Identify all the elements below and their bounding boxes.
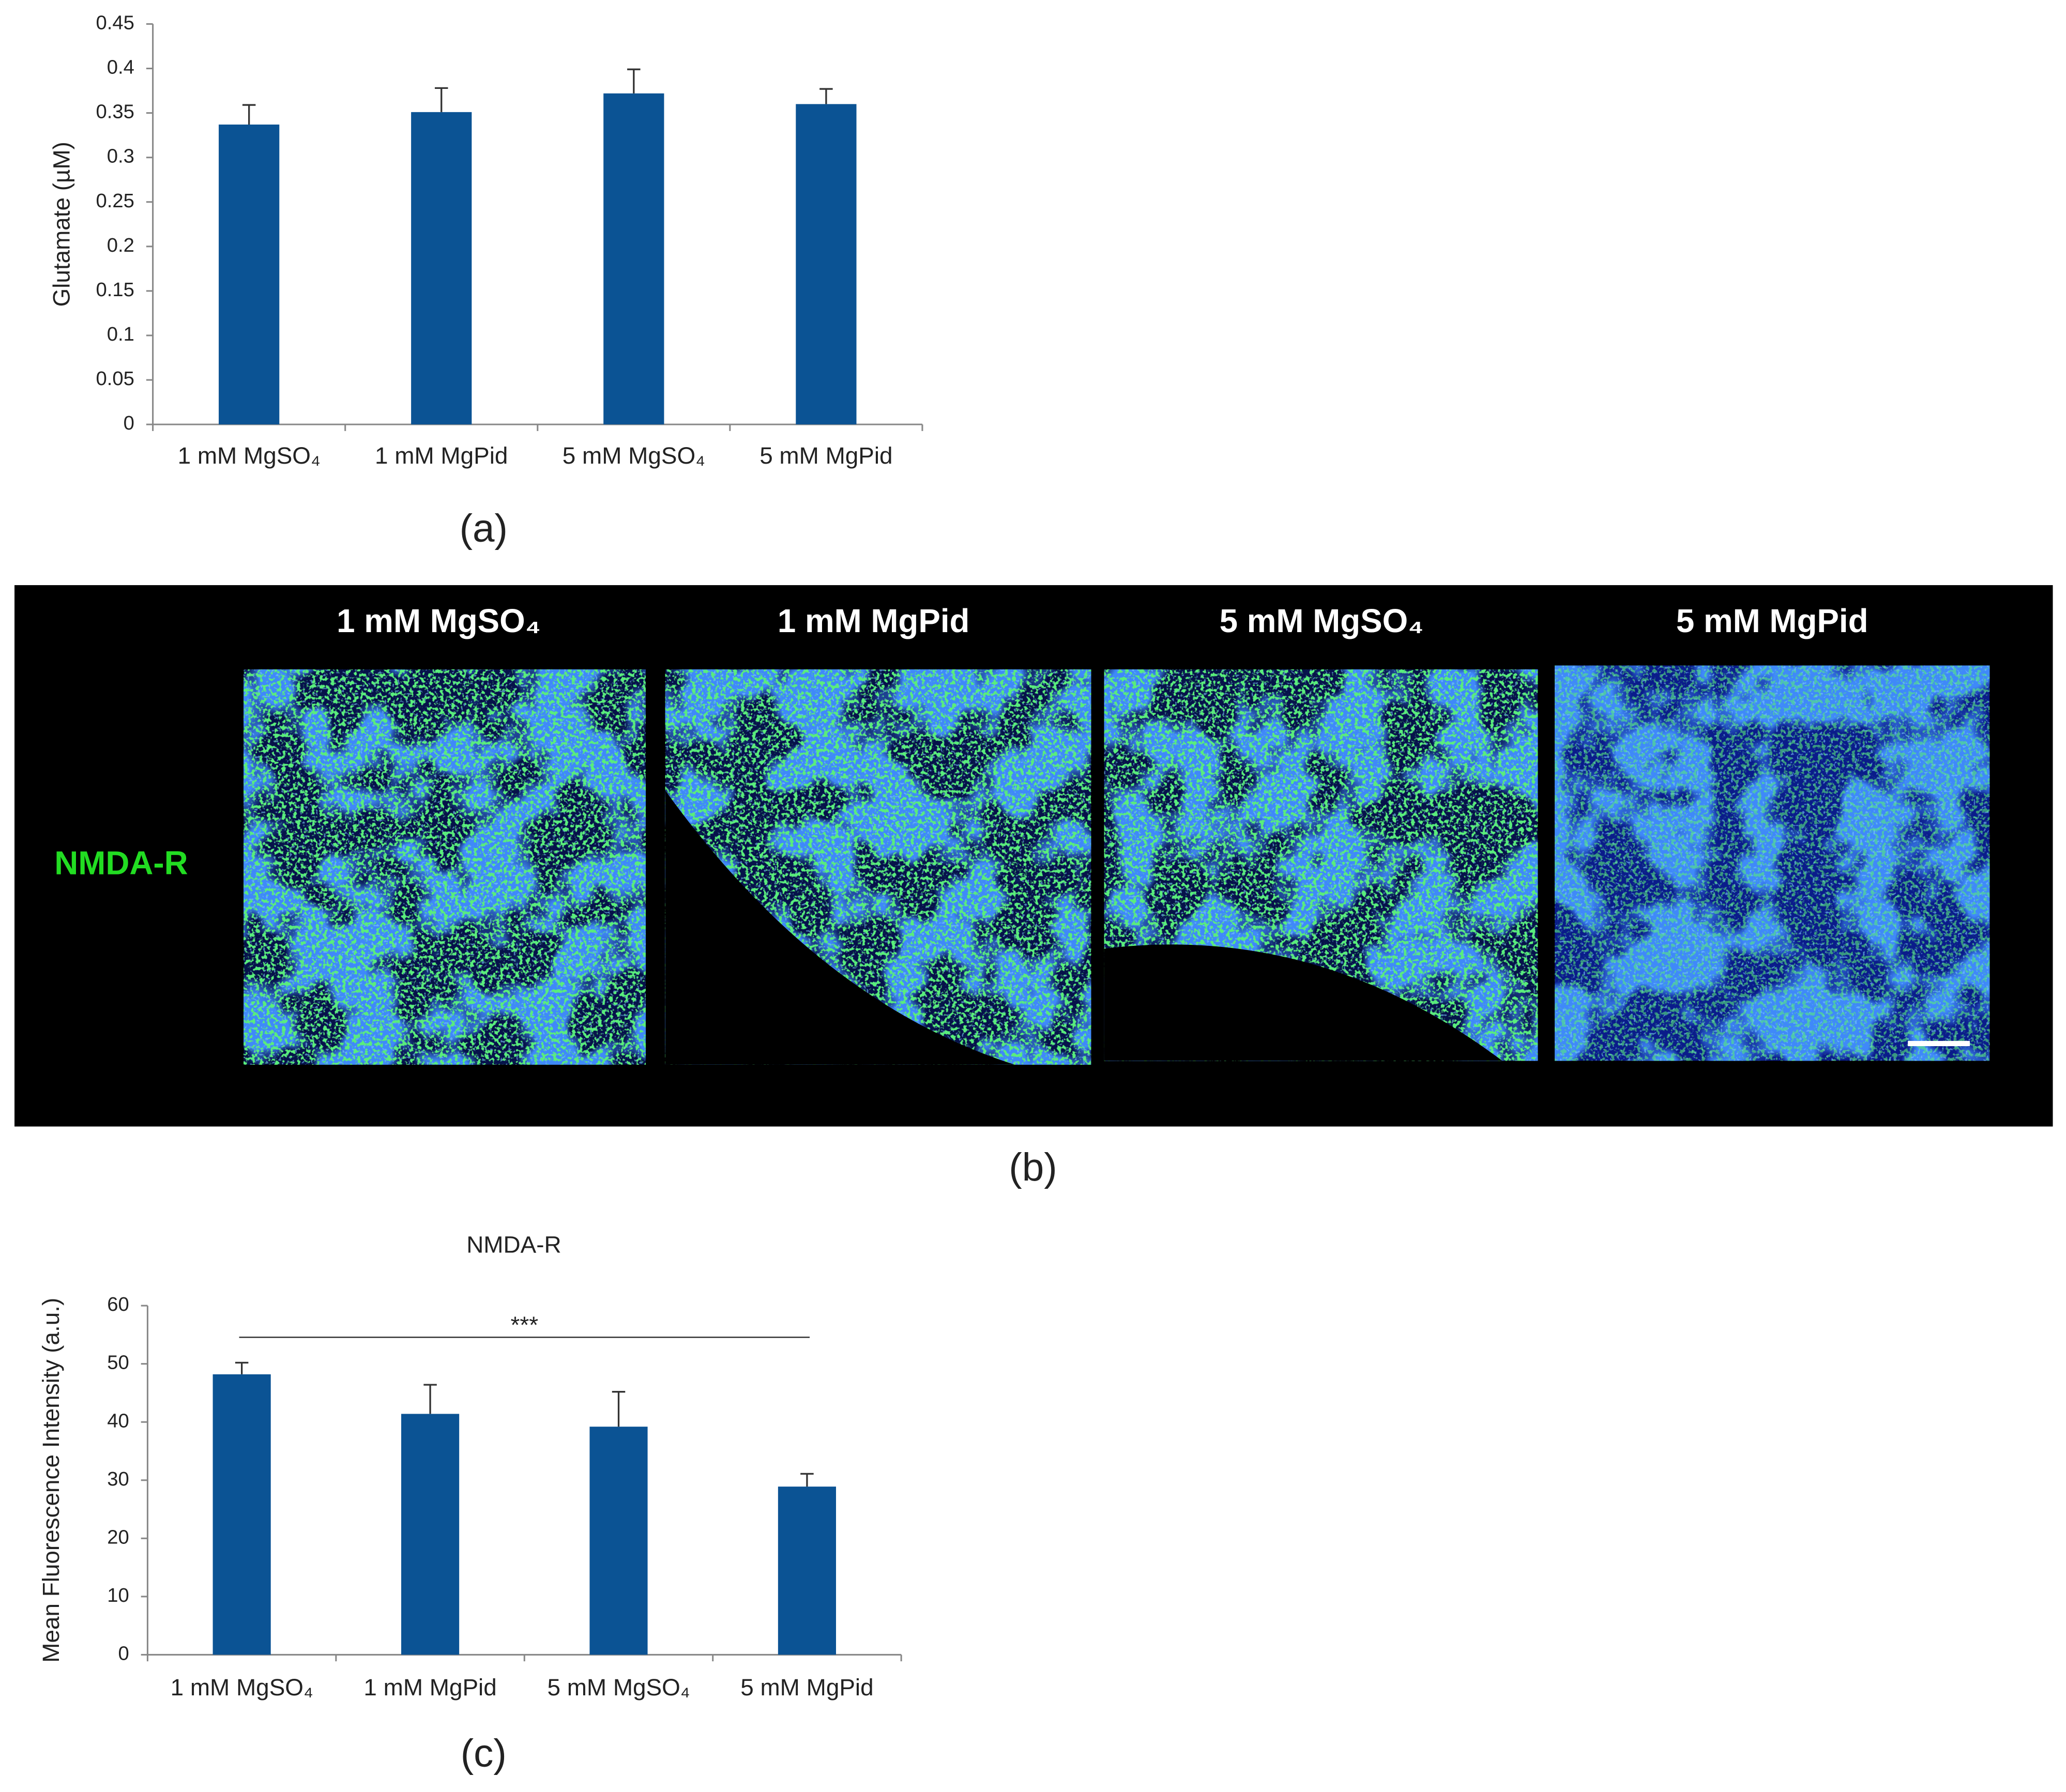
y-tick-label: 0 — [124, 412, 134, 434]
x-tick-label: 5 mM MgPid — [740, 1674, 873, 1701]
y-tick-label: 40 — [107, 1410, 129, 1432]
y-axis-label: Mean Fluorescence Intensity (a.u.) — [37, 1298, 64, 1663]
error-bar — [434, 87, 448, 112]
y-tick-label: 0 — [118, 1643, 129, 1665]
bar — [589, 1427, 648, 1655]
bar — [603, 93, 664, 425]
bar — [212, 1374, 271, 1655]
bar — [796, 104, 857, 425]
microscopy-panel: 1 mM MgSO₄ 1 mM MgPid 5 mM MgSO₄ 5 mM Mg… — [14, 585, 2053, 1127]
y-tick-label: 0.35 — [96, 101, 134, 123]
error-bar — [235, 1361, 249, 1374]
bar — [401, 1414, 460, 1655]
y-tick-label: 20 — [107, 1526, 129, 1548]
y-tick-label: 0.15 — [96, 279, 134, 301]
y-axis-label: Glutamate (µM) — [48, 142, 74, 307]
x-tick-label: 1 mM MgPid — [375, 442, 508, 469]
error-bar — [423, 1384, 437, 1414]
error-bar — [819, 88, 833, 104]
x-tick-label: 1 mM MgSO₄ — [178, 442, 321, 469]
error-bar — [242, 104, 256, 125]
chart-title: NMDA-R — [466, 1231, 561, 1258]
column-label: 1 mM MgPid — [778, 602, 970, 639]
y-tick-label: 0.05 — [96, 367, 134, 390]
y-tick-label: 30 — [107, 1468, 129, 1490]
column-label: 5 mM MgSO₄ — [1220, 602, 1424, 639]
y-tick-label: 10 — [107, 1584, 129, 1606]
x-tick-label: 5 mM MgPid — [759, 442, 892, 469]
y-tick-label: 50 — [107, 1352, 129, 1374]
x-tick-label: 1 mM MgPid — [363, 1674, 496, 1701]
y-tick-label: 0.4 — [107, 56, 134, 79]
x-tick-label: 5 mM MgSO₄ — [547, 1674, 690, 1701]
error-bar — [800, 1473, 814, 1487]
column-label: 5 mM MgPid — [1676, 602, 1868, 639]
column-label: 1 mM MgSO₄ — [337, 602, 541, 639]
error-bar — [627, 68, 641, 94]
bar — [219, 124, 280, 425]
row-label: NMDA-R — [54, 845, 188, 882]
y-tick-label: 60 — [107, 1293, 129, 1315]
y-tick-label: 0.45 — [96, 12, 134, 34]
micrograph — [665, 669, 1091, 1065]
x-tick-label: 5 mM MgSO₄ — [563, 442, 705, 469]
annotation: *** — [511, 1311, 539, 1338]
y-tick-label: 0.25 — [96, 190, 134, 212]
bar — [778, 1487, 837, 1655]
x-tick-label: 1 mM MgSO₄ — [171, 1674, 313, 1701]
y-tick-label: 0.1 — [107, 323, 134, 345]
panel-label: (c) — [461, 1732, 507, 1775]
error-bar — [612, 1391, 626, 1427]
bar — [411, 112, 472, 425]
y-tick-label: 0.2 — [107, 234, 134, 256]
panel-label: (b) — [1009, 1145, 1057, 1189]
micrograph — [1104, 669, 1538, 1061]
micrograph — [244, 669, 646, 1065]
panel-label: (a) — [460, 507, 508, 550]
y-tick-label: 0.3 — [107, 145, 134, 167]
micrograph — [1555, 665, 1990, 1061]
